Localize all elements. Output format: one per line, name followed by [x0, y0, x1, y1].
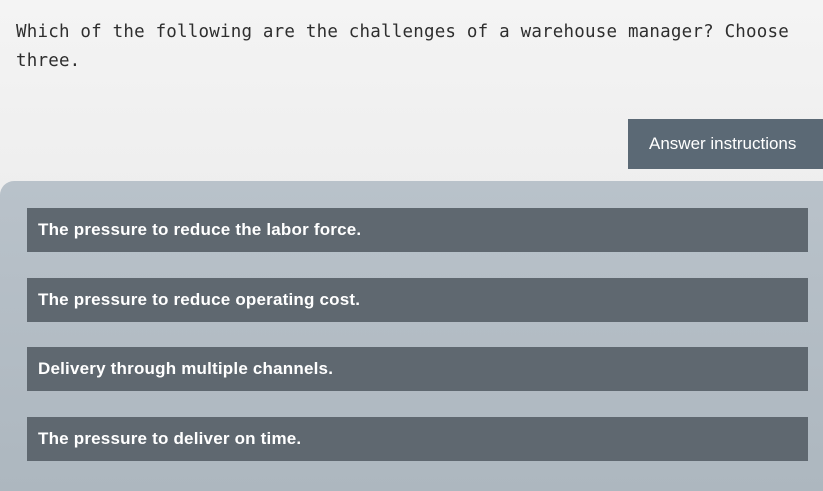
answer-instructions-button[interactable]: Answer instructions [628, 119, 823, 169]
option-multiple-channels[interactable]: Delivery through multiple channels. [27, 347, 808, 391]
options-panel: The pressure to reduce the labor force. … [0, 181, 823, 491]
question-text: Which of the following are the challenge… [16, 22, 789, 71]
option-labor-force[interactable]: The pressure to reduce the labor force. [27, 208, 808, 252]
option-deliver-on-time[interactable]: The pressure to deliver on time. [27, 417, 808, 461]
option-operating-cost[interactable]: The pressure to reduce operating cost. [27, 278, 808, 322]
